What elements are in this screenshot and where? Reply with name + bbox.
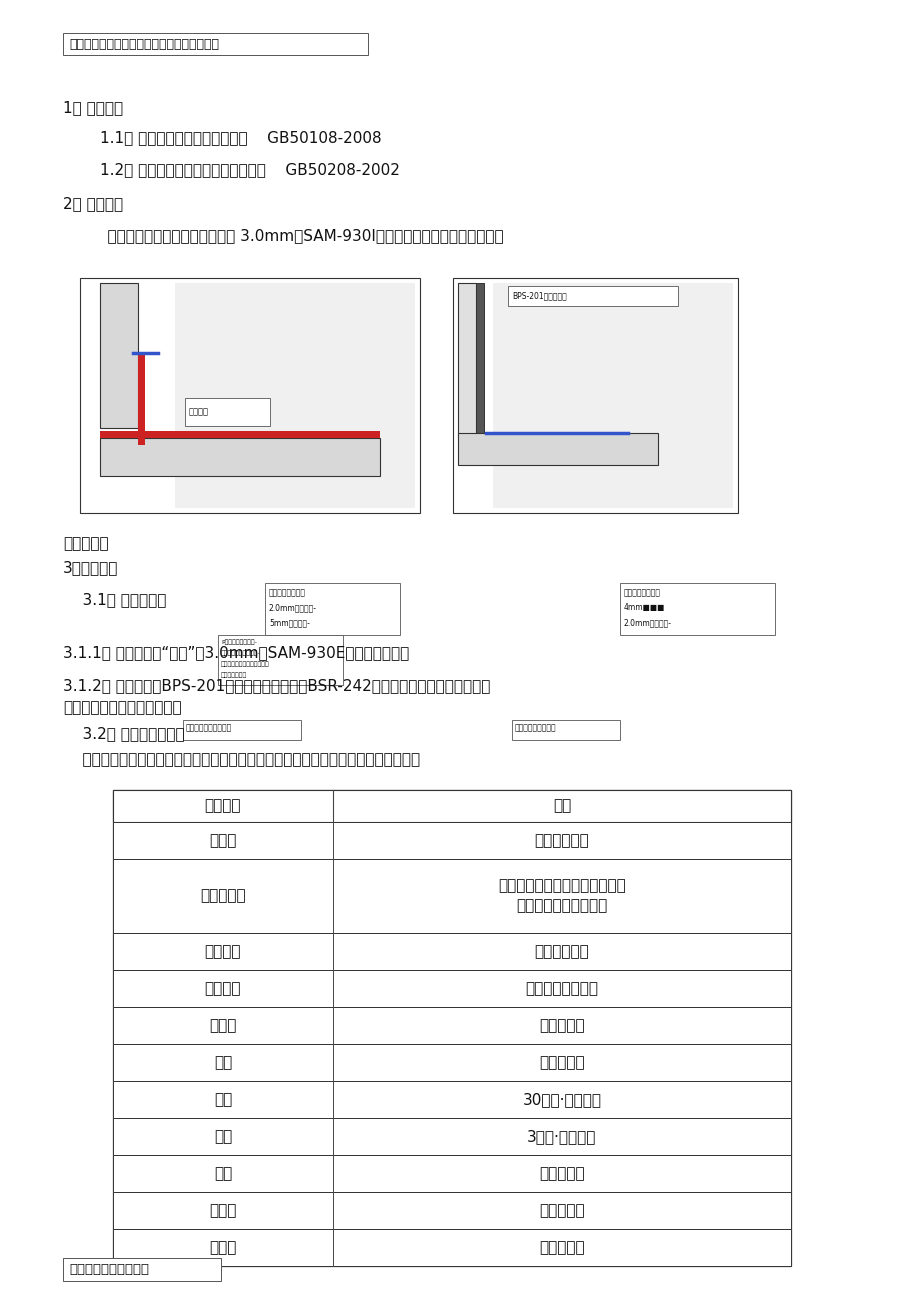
Bar	[113, 790, 790, 822]
Bar	[100, 283, 138, 427]
Text: 裁剪卷材用: 裁剪卷材用	[539, 1203, 584, 1218]
Text: 弹线盒: 弹线盒	[210, 1240, 236, 1255]
Text: 裁剪卷材用: 裁剪卷材用	[539, 1166, 584, 1181]
Bar	[458, 433, 657, 465]
Text: 机具名称: 机具名称	[205, 799, 241, 813]
Text: 弹基准线用: 弹基准线用	[539, 1240, 584, 1255]
Text: 30米长·度量尺寸: 30米长·度量尺寸	[522, 1092, 601, 1108]
Bar	[113, 1154, 790, 1192]
Text: 卷材使压粰结: 卷材使压粰结	[534, 943, 589, 959]
Bar	[493, 283, 732, 508]
Text: 外面卷材覆盖于顶面材-: 外面卷材覆盖于顶面材-	[221, 650, 260, 655]
Text: 氥青进封膏密封: 氥青进封膏密封	[221, 672, 247, 678]
Text: 卷尺: 卷尺	[213, 1092, 232, 1108]
Text: 本工程地下室防水工程采用两层 3.0mm原SAM-930I型自粰防水卷材。底板及外墙做: 本工程地下室防水工程采用两层 3.0mm原SAM-930I型自粰防水卷材。底板及…	[88, 228, 503, 242]
Bar	[62, 1257, 221, 1281]
Text: 2、 工程概况: 2、 工程概况	[62, 195, 123, 211]
Text: 此文档仅供学习和交流: 此文档仅供学习和交流	[69, 1263, 149, 1276]
Bar	[452, 278, 737, 513]
Bar	[113, 1007, 790, 1044]
Text: 1.1、 《地下工程防水技术规范》    GB50108-2008: 1.1、 《地下工程防水技术规范》 GB50108-2008	[100, 130, 381, 145]
Text: 2.0mm白铁皮材-: 2.0mm白铁皮材-	[268, 603, 317, 612]
Bar	[80, 278, 420, 513]
Bar	[183, 721, 301, 740]
Bar	[175, 283, 414, 508]
Bar	[265, 582, 400, 635]
Text: 3米长·度量尺寸: 3米长·度量尺寸	[527, 1128, 596, 1144]
Text: 外面卷材覆盖层半径保护辊区: 外面卷材覆盖层半径保护辊区	[221, 661, 269, 667]
Text: 4mm■■■: 4mm■■■	[623, 603, 664, 612]
Bar	[113, 790, 790, 1267]
Text: 1、 编制依据: 1、 编制依据	[62, 100, 123, 115]
Text: 固结层防水卷施法大样: 固结层防水卷施法大样	[186, 723, 232, 732]
Text: 钉筋混凝土结构板: 钉筋混凝土结构板	[268, 588, 306, 597]
Bar	[100, 438, 380, 476]
Text: 小平锹: 小平锹	[210, 1018, 236, 1033]
Text: 钉筋混凝土结构墙: 钉筋混凝土结构墙	[623, 588, 660, 597]
Text: 吹风机: 吹风机	[210, 833, 236, 848]
Text: 盒尺: 盒尺	[213, 1128, 232, 1144]
Bar	[113, 859, 790, 933]
Bar	[475, 283, 483, 438]
Text: 扫帟: 扫帟	[213, 1055, 232, 1070]
Text: BPS-201防水处理层: BPS-201防水处理层	[512, 292, 566, 301]
Text: 3、施工条件: 3、施工条件	[62, 560, 119, 575]
Text: 手持压轮: 手持压轮	[205, 981, 241, 995]
Bar	[100, 431, 380, 438]
Bar	[113, 1229, 790, 1267]
Text: 卷材搭接处受灰尘污染后处理用: 卷材搭接处受灰尘污染后处理用	[497, 878, 625, 894]
Text: 手持压辗: 手持压辗	[205, 943, 241, 959]
Text: 基础处理: 基础处理	[188, 408, 209, 417]
Text: 或特殊部位加强粰合用: 或特殊部位加强粰合用	[516, 899, 607, 913]
Text: 3.2、 施工机具准备：: 3.2、 施工机具准备：	[62, 726, 185, 741]
Bar	[218, 635, 343, 685]
Text: 此文档收集于网络，如有侵权请联系网站删除: 此文档收集于网络，如有侵权请联系网站删除	[69, 38, 219, 51]
Text: 材、镀锌收口压条及固定螺钉: 材、镀锌收口压条及固定螺钉	[62, 700, 181, 715]
Bar	[113, 969, 790, 1007]
Bar	[113, 1044, 790, 1081]
Bar	[185, 397, 269, 426]
Text: 1.2、 《地下防水工程质量验收规范》    GB50208-2002: 1.2、 《地下防水工程质量验收规范》 GB50208-2002	[100, 162, 400, 177]
Text: 清理基层用: 清理基层用	[539, 1018, 584, 1033]
Text: 3.1.2、 防水辅材：BPS-201环保型基层处理剂、BSR-242枒青基密封膏、附加层专用卷: 3.1.2、 防水辅材：BPS-201环保型基层处理剂、BSR-242枒青基密封…	[62, 678, 490, 693]
Text: 3.1.1、 防水主材：“雨虹”牌3.0mm原SAM-930E型自粰防水卷材: 3.1.1、 防水主材：“雨虹”牌3.0mm原SAM-930E型自粰防水卷材	[62, 645, 409, 661]
Bar	[138, 353, 145, 446]
Bar	[113, 1081, 790, 1118]
Text: 特殊部位密闭粰合: 特殊部位密闭粰合	[525, 981, 598, 995]
Bar	[619, 582, 774, 635]
Bar	[113, 1118, 790, 1154]
Bar	[458, 283, 475, 438]
Bar	[62, 33, 368, 55]
Text: 包括清理基层用工具，卷材铺贴用施工机具和辅助加热专用机具，必须配备的机具。: 包括清理基层用工具，卷材铺贴用施工机具和辅助加热专用机具，必须配备的机具。	[62, 752, 420, 767]
Text: 用途: 用途	[552, 799, 571, 813]
Bar	[512, 721, 619, 740]
Text: 外翻槽防水卷施工样: 外翻槽防水卷施工样	[515, 723, 556, 732]
Bar	[507, 285, 677, 306]
Bar	[113, 1192, 790, 1229]
Text: 清扫卷层用: 清扫卷层用	[539, 1055, 584, 1070]
Text: 壁纸刀: 壁纸刀	[210, 1203, 236, 1218]
Bar	[113, 822, 790, 859]
Text: 法如下图：: 法如下图：	[62, 536, 108, 551]
Text: 5mm白铁皮材-: 5mm白铁皮材-	[268, 618, 310, 627]
Text: 3.1、 材料准备：: 3.1、 材料准备：	[62, 592, 166, 607]
Text: 电热风焚枪: 电热风焚枪	[200, 889, 245, 903]
Text: 清除基层灰尘: 清除基层灰尘	[534, 833, 589, 848]
Text: 剪刀: 剪刀	[213, 1166, 232, 1181]
Text: 2.0mm白铁皮材-: 2.0mm白铁皮材-	[623, 618, 671, 627]
Text: P面防水卷材甲面材-: P面防水卷材甲面材-	[221, 638, 256, 645]
Bar	[113, 933, 790, 969]
